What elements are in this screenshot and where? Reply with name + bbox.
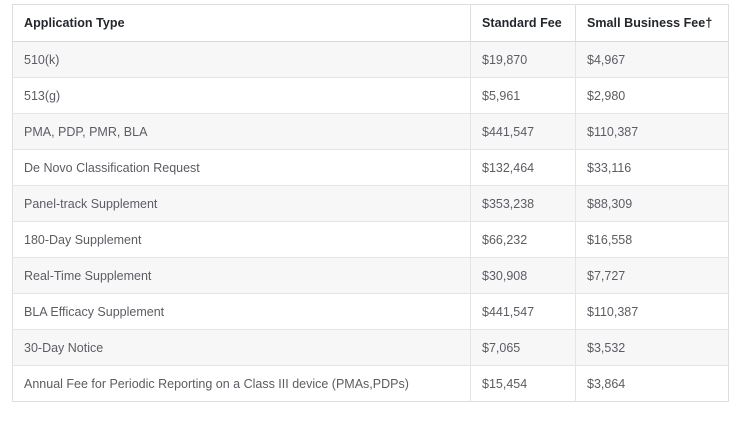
cell-application_type: BLA Efficacy Supplement: [12, 293, 471, 330]
table-body: 510(k) $19,870 $4,967 513(g) $5,961 $2,980 PMA…: [12, 41, 729, 402]
cell-standard_fee: $441,547: [470, 113, 576, 150]
table-header-row: Application Type Standard Fee Small Busi…: [12, 4, 729, 42]
table-row: Real-Time Supplement $30,908 $7,727: [12, 257, 729, 294]
cell-small_business_fee: $110,387: [575, 113, 729, 150]
cell-application_type: Annual Fee for Periodic Reporting on a C…: [12, 365, 471, 402]
cell-application_type: 30-Day Notice: [12, 329, 471, 366]
cell-application_type: 180-Day Supplement: [12, 221, 471, 258]
cell-standard_fee: $66,232: [470, 221, 576, 258]
cell-application_type: Real-Time Supplement: [12, 257, 471, 294]
table-row: Panel-track Supplement $353,238 $88,309: [12, 185, 729, 222]
cell-application_type: Panel-track Supplement: [12, 185, 471, 222]
cell-application_type: De Novo Classification Request: [12, 149, 471, 186]
table-row: Annual Fee for Periodic Reporting on a C…: [12, 365, 729, 402]
table-row: De Novo Classification Request $132,464 $3…: [12, 149, 729, 186]
column-header-small-business-fee: Small Business Fee†: [575, 4, 729, 42]
cell-small_business_fee: $4,967: [575, 41, 729, 78]
fee-schedule-table: Application Type Standard Fee Small Busi…: [12, 4, 729, 402]
cell-standard_fee: $132,464: [470, 149, 576, 186]
cell-standard_fee: $7,065: [470, 329, 576, 366]
cell-application_type: 513(g): [12, 77, 471, 114]
fee-table-container: Application Type Standard Fee Small Busi…: [12, 4, 729, 402]
table-row: BLA Efficacy Supplement $441,547 $110,387: [12, 293, 729, 330]
cell-standard_fee: $19,870: [470, 41, 576, 78]
column-header-application-type: Application Type: [12, 4, 471, 42]
table-row: 510(k) $19,870 $4,967: [12, 41, 729, 78]
cell-small_business_fee: $3,864: [575, 365, 729, 402]
cell-small_business_fee: $16,558: [575, 221, 729, 258]
cell-application_type: 510(k): [12, 41, 471, 78]
table-row: 180-Day Supplement $66,232 $16,558: [12, 221, 729, 258]
cell-application_type: PMA, PDP, PMR, BLA: [12, 113, 471, 150]
cell-standard_fee: $441,547: [470, 293, 576, 330]
table-row: PMA, PDP, PMR, BLA $441,547 $110,387: [12, 113, 729, 150]
cell-small_business_fee: $33,116: [575, 149, 729, 186]
table-header: Application Type Standard Fee Small Busi…: [12, 4, 729, 42]
cell-standard_fee: $5,961: [470, 77, 576, 114]
cell-standard_fee: $15,454: [470, 365, 576, 402]
column-header-standard-fee: Standard Fee: [470, 4, 576, 42]
cell-standard_fee: $30,908: [470, 257, 576, 294]
cell-small_business_fee: $3,532: [575, 329, 729, 366]
table-row: 30-Day Notice $7,065 $3,532: [12, 329, 729, 366]
cell-small_business_fee: $7,727: [575, 257, 729, 294]
cell-standard_fee: $353,238: [470, 185, 576, 222]
cell-small_business_fee: $110,387: [575, 293, 729, 330]
cell-small_business_fee: $2,980: [575, 77, 729, 114]
cell-small_business_fee: $88,309: [575, 185, 729, 222]
table-row: 513(g) $5,961 $2,980: [12, 77, 729, 114]
